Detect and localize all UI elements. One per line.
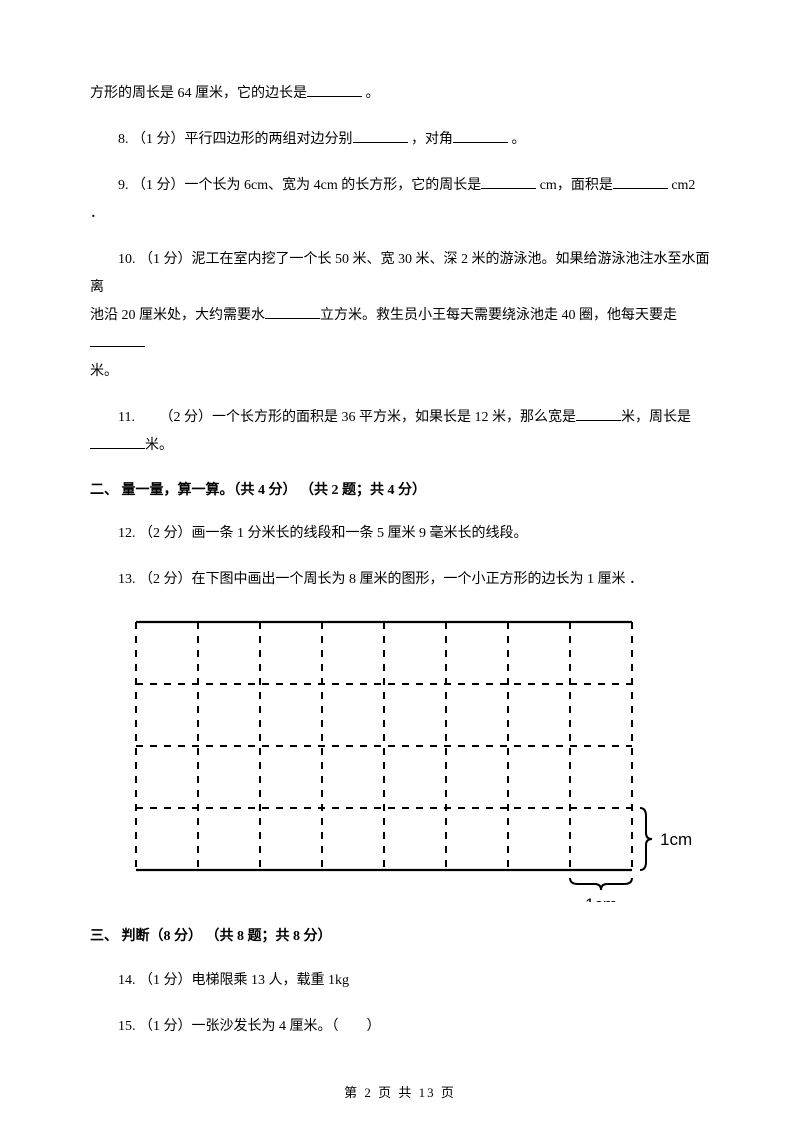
q10-l3: 米。 [90, 364, 118, 379]
q7-text-b: 。 [362, 86, 380, 101]
q8-end: 。 [508, 132, 526, 147]
q11-blank-2[interactable] [90, 435, 145, 449]
q13-line: 13. （2 分）在下图中画出一个周长为 8 厘米的图形，一个小正方形的边长为 … [90, 566, 710, 594]
q8-blank-1[interactable] [353, 129, 408, 143]
q7-blank[interactable] [307, 83, 362, 97]
q11-c: 米。 [145, 438, 173, 453]
q14-line: 14. （1 分）电梯限乘 13 人，载重 1kg [90, 967, 710, 995]
page-footer: 第 2 页 共 13 页 [0, 1083, 800, 1104]
section-2-title: 二、 量一量，算一算。（共 4 分） （共 2 题；共 4 分） [90, 480, 710, 502]
q10-l1a: 10. （1 分）泥工在室内挖了一个长 50 米、宽 30 米、深 2 米的游泳… [90, 252, 710, 295]
svg-text:1cm: 1cm [660, 830, 692, 849]
q9-line: 9. （1 分）一个长为 6cm、宽为 4cm 的长方形，它的周长是 cm，面积… [90, 172, 710, 228]
q10-l2a: 池沿 20 厘米处，大约需要水 [90, 308, 265, 323]
q10-line2: 池沿 20 厘米处，大约需要水 立方米。救生员小王每天需要绕泳池走 40 圈，他每… [90, 302, 710, 358]
q9-prefix: 9. （1 分）一个长为 6cm、宽为 4cm 的长方形，它的周长是 [118, 178, 481, 193]
q9-mid: cm，面积是 [536, 178, 613, 193]
grid-svg: 1cm 1cm [118, 612, 698, 902]
q15-line: 15. （1 分）一张沙发长为 4 厘米。（ ） [90, 1013, 710, 1041]
q8-mid: ，对角 [408, 132, 454, 147]
q12-line: 12. （2 分）画一条 1 分米长的线段和一条 5 厘米 9 毫米长的线段。 [90, 520, 710, 548]
q11-line1: 11. （2 分）一个长方形的面积是 36 平方米，如果长是 12 米，那么宽是… [90, 404, 710, 432]
q8-blank-2[interactable] [453, 129, 508, 143]
q11-blank-1[interactable] [576, 407, 621, 421]
q7-tail-line: 方形的周长是 64 厘米，它的边长是 。 [90, 80, 710, 108]
q11-b: 米，周长是 [621, 410, 691, 425]
q10-l2b: 立方米。救生员小王每天需要绕泳池走 40 圈，他每天要走 [320, 308, 677, 323]
q15-text: 15. （1 分）一张沙发长为 4 厘米。（ ） [118, 1019, 381, 1034]
q7-text-a: 方形的周长是 64 厘米，它的边长是 [90, 86, 307, 101]
q10-blank-2[interactable] [90, 333, 145, 347]
q9-blank-1[interactable] [481, 175, 536, 189]
section-3-title: 三、 判断（8 分） （共 8 题；共 8 分） [90, 926, 710, 948]
q11-a: 11. （2 分）一个长方形的面积是 36 平方米，如果长是 12 米，那么宽是 [118, 410, 576, 425]
grid-figure: 1cm 1cm [118, 612, 698, 902]
q8-line: 8. （1 分）平行四边形的两组对边分别 ，对角 。 [90, 126, 710, 154]
svg-text:1cm: 1cm [585, 895, 617, 902]
q10-line3: 米。 [90, 358, 710, 386]
q10-blank-1[interactable] [265, 305, 320, 319]
q11-line2: 米。 [90, 432, 710, 460]
q8-prefix: 8. （1 分）平行四边形的两组对边分别 [118, 132, 353, 147]
q10-line1: 10. （1 分）泥工在室内挖了一个长 50 米、宽 30 米、深 2 米的游泳… [90, 246, 710, 302]
q9-blank-2[interactable] [613, 175, 668, 189]
